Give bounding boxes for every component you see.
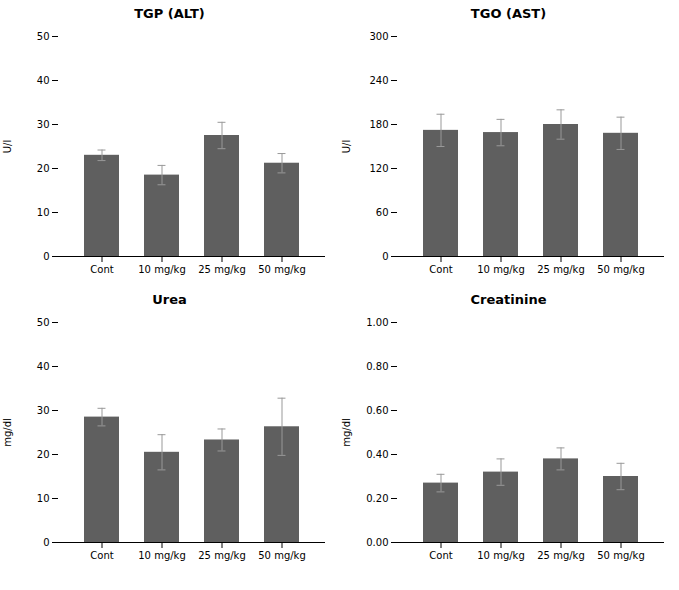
svg-text:10: 10 [37,493,50,504]
svg-text:40: 40 [37,75,50,86]
svg-text:0.80: 0.80 [366,361,388,372]
svg-text:10 mg/kg: 10 mg/kg [477,264,525,275]
svg-text:30: 30 [37,119,50,130]
svg-text:10 mg/kg: 10 mg/kg [477,550,525,561]
svg-text:50 mg/kg: 50 mg/kg [258,550,306,561]
html-text:Urea: Urea [152,292,187,307]
svg-text:300: 300 [369,31,388,42]
svg-text:0.20: 0.20 [366,493,388,504]
svg-text:10: 10 [37,207,50,218]
svg-text:10 mg/kg: 10 mg/kg [138,264,186,275]
svg-text:25 mg/kg: 25 mg/kg [537,264,585,275]
svg-text:Cont: Cont [90,550,113,561]
svg-text:0.40: 0.40 [366,449,388,460]
svg-text:25 mg/kg: 25 mg/kg [537,550,585,561]
svg-text:120: 120 [369,163,388,174]
svg-text:0.60: 0.60 [366,405,388,416]
svg-text:180: 180 [369,119,388,130]
svg-text:60: 60 [376,207,389,218]
svg-text:0: 0 [43,251,49,262]
svg-text:25 mg/kg: 25 mg/kg [198,550,246,561]
svg-text:U/l: U/l [2,140,13,153]
svg-text:50: 50 [37,31,50,42]
svg-text:mg/dl: mg/dl [2,418,13,447]
svg-text:25 mg/kg: 25 mg/kg [198,264,246,275]
html-text:TGO (AST): TGO (AST) [470,6,547,21]
html-text:Creatinine: Creatinine [470,292,547,307]
svg-text:20: 20 [37,163,50,174]
svg-text:0: 0 [382,251,388,262]
svg-text:40: 40 [37,361,50,372]
svg-text:0: 0 [43,537,49,548]
svg-text:50 mg/kg: 50 mg/kg [597,550,645,561]
svg-text:Cont: Cont [429,264,452,275]
svg-text:240: 240 [369,75,388,86]
svg-text:50: 50 [37,317,50,328]
svg-text:10 mg/kg: 10 mg/kg [138,550,186,561]
svg-text:0.00: 0.00 [366,537,388,548]
svg-text:50 mg/kg: 50 mg/kg [258,264,306,275]
html-text:TGP (ALT): TGP (ALT) [134,6,205,21]
svg-text:mg/dl: mg/dl [341,418,352,447]
svg-text:Cont: Cont [90,264,113,275]
svg-text:50 mg/kg: 50 mg/kg [597,264,645,275]
svg-text:20: 20 [37,449,50,460]
svg-text:U/l: U/l [341,140,352,153]
svg-text:30: 30 [37,405,50,416]
svg-text:1.00: 1.00 [366,317,388,328]
svg-text:Cont: Cont [429,550,452,561]
